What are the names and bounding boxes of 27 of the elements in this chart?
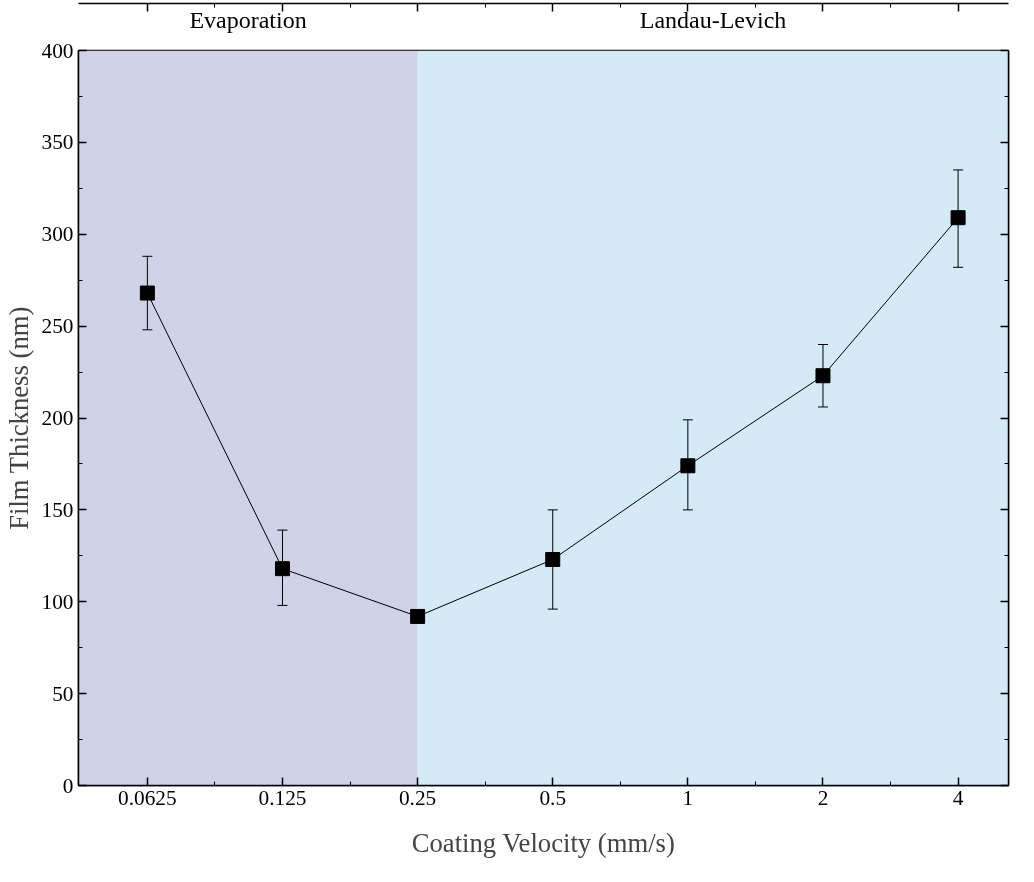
x-tick-label: 0.25 — [398, 785, 437, 810]
y-tick-label: 350 — [41, 130, 74, 155]
x-axis-title: Coating Velocity (mm/s) — [411, 827, 675, 858]
point — [545, 551, 561, 567]
point — [274, 561, 290, 577]
point — [680, 458, 696, 474]
point — [139, 285, 155, 301]
y-tick-label: 0 — [62, 773, 74, 798]
x-tick-label: 0.125 — [258, 785, 307, 810]
point — [815, 368, 831, 384]
y-axis-title: Film Thickness (nm) — [3, 306, 34, 530]
y-tick-label: 400 — [41, 38, 74, 63]
band-label: Landau-Levich — [639, 6, 787, 33]
point — [410, 608, 426, 624]
y-tick-label: 300 — [41, 222, 74, 247]
x-tick-label: 4 — [952, 785, 964, 810]
band-label: Evaporation — [189, 6, 307, 33]
x-tick-label: 2 — [817, 785, 829, 810]
x-tick-label: 0.5 — [539, 785, 567, 810]
x-tick-label: 0.0625 — [118, 785, 177, 810]
y-tick-label: 150 — [41, 497, 74, 522]
y-tick-label: 100 — [41, 589, 74, 614]
y-tick-label: 250 — [41, 314, 74, 339]
y-tick-label: 200 — [41, 406, 74, 430]
y-tick-label: 50 — [52, 681, 74, 706]
point — [950, 210, 966, 226]
x-tick-label: 1 — [682, 785, 694, 810]
